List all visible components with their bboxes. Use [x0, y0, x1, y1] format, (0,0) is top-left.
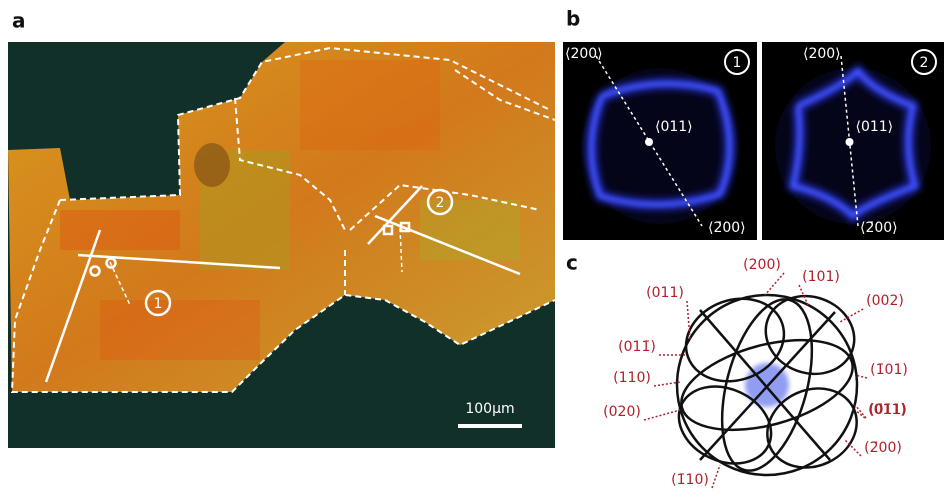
zone-label: ⟨2̄00⟩	[708, 220, 746, 236]
leader-line	[765, 273, 784, 295]
plane-label: (020)	[603, 404, 641, 420]
panel-label: b	[566, 7, 580, 31]
grain-label: 2	[436, 195, 445, 211]
leader-line	[644, 410, 680, 420]
zone-label: ⟨011⟩	[655, 119, 693, 135]
plane-label: (011̄)	[618, 339, 656, 355]
pattern-number: 2	[920, 55, 929, 71]
zone-label: ⟨200⟩	[565, 46, 603, 62]
zone-label: ⟨200⟩	[803, 46, 841, 62]
zone-axis-dot	[645, 138, 653, 146]
plane-label: (101)	[802, 269, 840, 285]
figure: a 1 2 100µm b ⟨200⟩ ⟨011⟩ ⟨2̄00⟩ 1 ⟨200⟩ ⟨011…	[0, 0, 945, 493]
plane-label: (200)	[743, 257, 781, 273]
plane-label: (0̄11)	[869, 402, 907, 418]
plane-label: (2̄00)	[864, 440, 902, 456]
leader-line	[712, 465, 720, 488]
plane-label: (1̄10)	[671, 472, 709, 488]
plane-label: (002)	[866, 293, 904, 309]
panel-label: a	[12, 9, 26, 33]
grain-label: 1	[154, 296, 163, 312]
scale-bar-label: 100µm	[465, 401, 514, 417]
diffraction-panels: ⟨200⟩ ⟨011⟩ ⟨2̄00⟩ 1 ⟨200⟩ ⟨011⟩ ⟨2̄00⟩ 2	[563, 42, 944, 240]
plane-label: (011)	[646, 285, 684, 301]
zone-label: ⟨011⟩	[856, 119, 894, 135]
plane-label: (110)	[613, 370, 651, 386]
plane-label: (1̄01)	[870, 362, 908, 378]
pole-figure: (200)(101)(011)(002)(011̄)(1̄01)(110)(01…	[603, 257, 908, 488]
zone-label: ⟨2̄00⟩	[860, 220, 898, 236]
panel-label: c	[566, 251, 578, 275]
pattern-number: 1	[733, 55, 742, 71]
zone-axis-dot	[846, 138, 854, 146]
